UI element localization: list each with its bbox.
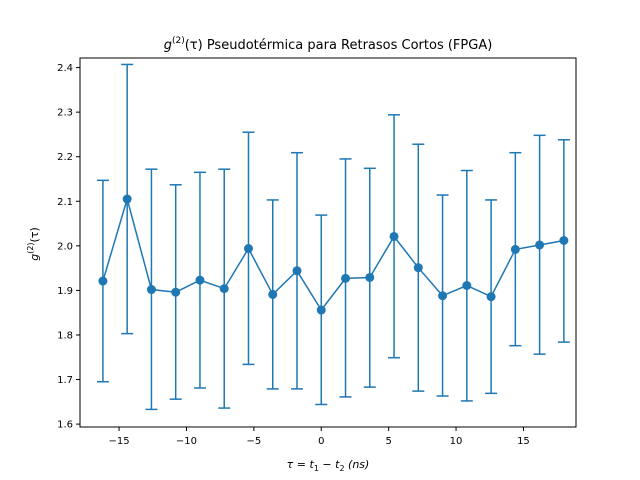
x-tick-label: 10: [450, 436, 463, 447]
data-point: [316, 305, 326, 315]
y-tick-label: 2.2: [57, 152, 73, 163]
y-tick-label: 1.6: [57, 420, 73, 431]
chart-title: g(2)(τ) Pseudotérmica para Retrasos Cort…: [164, 36, 493, 53]
data-point: [195, 275, 205, 285]
y-tick-label: 2.3: [57, 108, 73, 119]
data-point: [535, 240, 545, 250]
data-point: [559, 235, 569, 245]
data-point: [268, 289, 278, 299]
data-point: [171, 287, 181, 297]
data-point: [292, 266, 302, 276]
data-point: [462, 281, 472, 291]
y-axis: 1.6 1.7 1.8 1.9 2.0 2.1 2.2 2.3 2.4: [57, 63, 80, 431]
data-point: [510, 244, 520, 254]
data-point: [122, 194, 132, 204]
x-tick-label: −5: [246, 436, 261, 447]
axes-frame: [79, 57, 577, 428]
y-tick-label: 1.9: [57, 286, 73, 297]
data-point: [486, 292, 496, 302]
x-axis: −15 −10 −5 0 5 10 15: [109, 427, 530, 447]
data-point: [341, 273, 351, 283]
data-point: [243, 244, 253, 254]
y-tick-label: 2.0: [57, 241, 73, 252]
y-tick-label: 2.1: [57, 197, 73, 208]
x-axis-label: τ = t1 − t2 (ns): [287, 458, 370, 473]
data-point: [98, 276, 108, 286]
data-point: [219, 284, 229, 294]
data-point: [389, 231, 399, 241]
x-tick-label: 0: [318, 436, 324, 447]
plot-area: [96, 63, 570, 411]
data-point: [413, 263, 423, 273]
x-tick-label: 15: [517, 436, 530, 447]
data-point: [438, 291, 448, 301]
y-tick-label: 1.8: [57, 330, 73, 341]
y-axis-label: g(2)(τ): [26, 227, 41, 261]
x-tick-label: 5: [385, 436, 391, 447]
y-tick-label: 1.7: [57, 375, 73, 386]
data-point: [146, 285, 156, 295]
y-tick-label: 2.4: [57, 63, 73, 74]
x-tick-label: −10: [176, 436, 197, 447]
data-point: [365, 272, 375, 282]
x-tick-label: −15: [109, 436, 130, 447]
